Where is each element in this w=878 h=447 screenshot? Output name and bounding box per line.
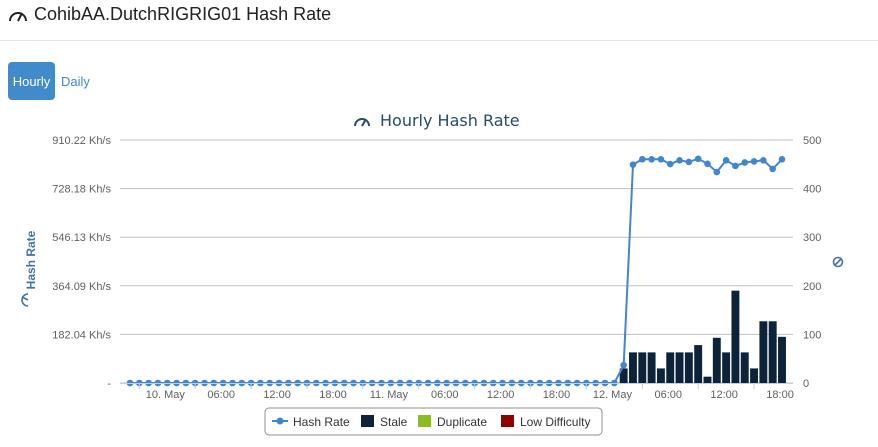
- stale-bar: [647, 352, 656, 383]
- stale-bar: [778, 336, 786, 383]
- hash-rate-point: [760, 157, 767, 164]
- y-tick-label-right: 200: [803, 281, 821, 293]
- y-tick-label-left: 546.13 Kh/s: [52, 232, 111, 244]
- y-axis-left: - 182.04 Kh/s 364.09 Kh/s 546.13 Kh/s 728.18…: [52, 135, 111, 390]
- y-tick-label-left: -: [107, 378, 111, 390]
- stale-bar: [750, 368, 759, 383]
- legend-marker-hash-rate: [276, 417, 284, 425]
- x-tick-label: 12:00: [263, 389, 291, 401]
- grid-lines: [120, 139, 793, 384]
- stale-bar: [638, 352, 647, 383]
- stale-bar: [629, 352, 637, 383]
- legend-item-low-difficulty[interactable]: Low Difficulty: [501, 415, 590, 429]
- legend-label-stale: Stale: [380, 415, 408, 429]
- tab-hourly[interactable]: Hourly: [8, 62, 55, 100]
- hash-rate-point: [676, 157, 683, 164]
- stale-bar: [768, 321, 777, 383]
- stale-bar: [731, 290, 740, 383]
- legend-label-hash-rate: Hash Rate: [293, 415, 350, 429]
- hash-rate-point: [750, 158, 758, 165]
- stale-bar: [666, 352, 675, 383]
- hash-rate-point: [648, 155, 655, 163]
- legend-swatch-stale: [361, 415, 374, 427]
- stale-bar: [703, 376, 712, 383]
- hash-rate-point: [629, 161, 637, 168]
- hash-rate-point: [778, 155, 786, 163]
- hash-rate-point: [704, 160, 711, 168]
- x-tick-label: 06:00: [431, 389, 459, 401]
- x-tick-label: 18:00: [319, 389, 347, 401]
- x-tick-label: 12:00: [487, 389, 515, 401]
- stale-bar: [694, 345, 703, 383]
- legend-swatch-duplicate: [418, 415, 431, 427]
- x-tick-label: 06:00: [655, 389, 683, 401]
- y-tick-label-right: 300: [803, 232, 821, 244]
- x-tick-label: 18:00: [543, 389, 571, 401]
- stale-bar: [675, 352, 684, 383]
- y-tick-label-right: 0: [803, 378, 809, 390]
- page-title-text: CohibAA.DutchRIGRIG01 Hash Rate: [34, 4, 332, 24]
- hash-rate-point: [694, 155, 702, 163]
- hash-rate-point: [732, 162, 739, 170]
- hash-rate-point: [685, 158, 693, 166]
- hash-rate-point: [638, 155, 646, 163]
- y-axis-label: Hash Rate: [21, 230, 38, 307]
- stale-bar: [712, 337, 721, 383]
- hash-rate-point: [713, 168, 721, 176]
- legend-item-stale[interactable]: Stale: [361, 415, 408, 429]
- hash-rate-line: [130, 157, 783, 384]
- x-tick-label: 12. May: [593, 389, 633, 401]
- legend-label-duplicate: Duplicate: [437, 415, 487, 429]
- chart-legend: Hash Rate Stale Duplicate Low Difficulty: [264, 407, 603, 436]
- chart-title: Hourly Hash Rate: [354, 111, 520, 130]
- hash-rate-point: [769, 165, 776, 173]
- legend-box: [264, 407, 603, 436]
- hash-rate-point: [657, 155, 665, 163]
- legend-item-duplicate[interactable]: Duplicate: [418, 415, 487, 429]
- hash-rate-point: [666, 160, 674, 168]
- x-axis: 10. May 06:00 12:00 18:00 11. May 06:00 12:00 1…: [120, 383, 794, 401]
- y-tick-label-right: 100: [803, 329, 821, 341]
- y-tick-label-left: 910.22 Kh/s: [52, 135, 111, 147]
- y-tick-label-left: 728.18 Kh/s: [52, 184, 111, 196]
- stale-bar: [619, 368, 628, 383]
- stale-bar: [722, 352, 731, 383]
- chart-title-text: Hourly Hash Rate: [380, 111, 520, 130]
- tab-daily[interactable]: Daily: [61, 73, 90, 89]
- stale-bar: [740, 352, 749, 383]
- hash-rate-point: [620, 361, 627, 369]
- x-tick-label: 11. May: [370, 389, 409, 401]
- block-icon: [832, 256, 844, 268]
- page-header: CohibAA.DutchRIGRIG01 Hash Rate: [0, 0, 878, 41]
- y-tick-label-left: 182.04 Kh/s: [52, 329, 111, 341]
- legend-item-hash-rate[interactable]: Hash Rate: [272, 415, 350, 429]
- y-tick-label-left: 364.09 Kh/s: [52, 281, 111, 293]
- y-tick-label-right: 500: [803, 135, 821, 147]
- hash-rate-series: [126, 155, 786, 387]
- legend-swatch-low-difficulty: [501, 415, 514, 427]
- legend-label-low-difficulty: Low Difficulty: [520, 415, 590, 429]
- x-tick-label: 18:00: [766, 389, 794, 401]
- hashrate-chart: Hourly Hash Rate Hash Rate - 182.04 Kh/s 3…: [21, 111, 844, 436]
- hash-rate-point: [722, 157, 730, 164]
- stale-bar: [684, 352, 693, 383]
- x-tick-label: 12:00: [710, 389, 738, 401]
- x-tick-label: 10. May: [146, 389, 186, 401]
- y-axis-right: 0 100 200 300 400 500: [803, 135, 821, 390]
- chart-gauge-icon: [354, 118, 370, 127]
- x-tick-label: 06:00: [207, 389, 235, 401]
- y-tick-label-right: 400: [803, 184, 821, 196]
- page-title: CohibAA.DutchRIGRIG01 Hash Rate: [8, 4, 331, 25]
- period-tabs: Hourly Daily: [8, 62, 90, 100]
- stale-bar: [656, 368, 665, 383]
- y-axis-label-text: Hash Rate: [24, 230, 38, 289]
- dashboard-gauge-icon: [9, 11, 27, 21]
- hash-rate-point: [741, 159, 749, 166]
- stale-bar: [759, 321, 768, 383]
- y-axis-gauge-icon: [21, 293, 29, 307]
- stale-bars: [619, 290, 786, 383]
